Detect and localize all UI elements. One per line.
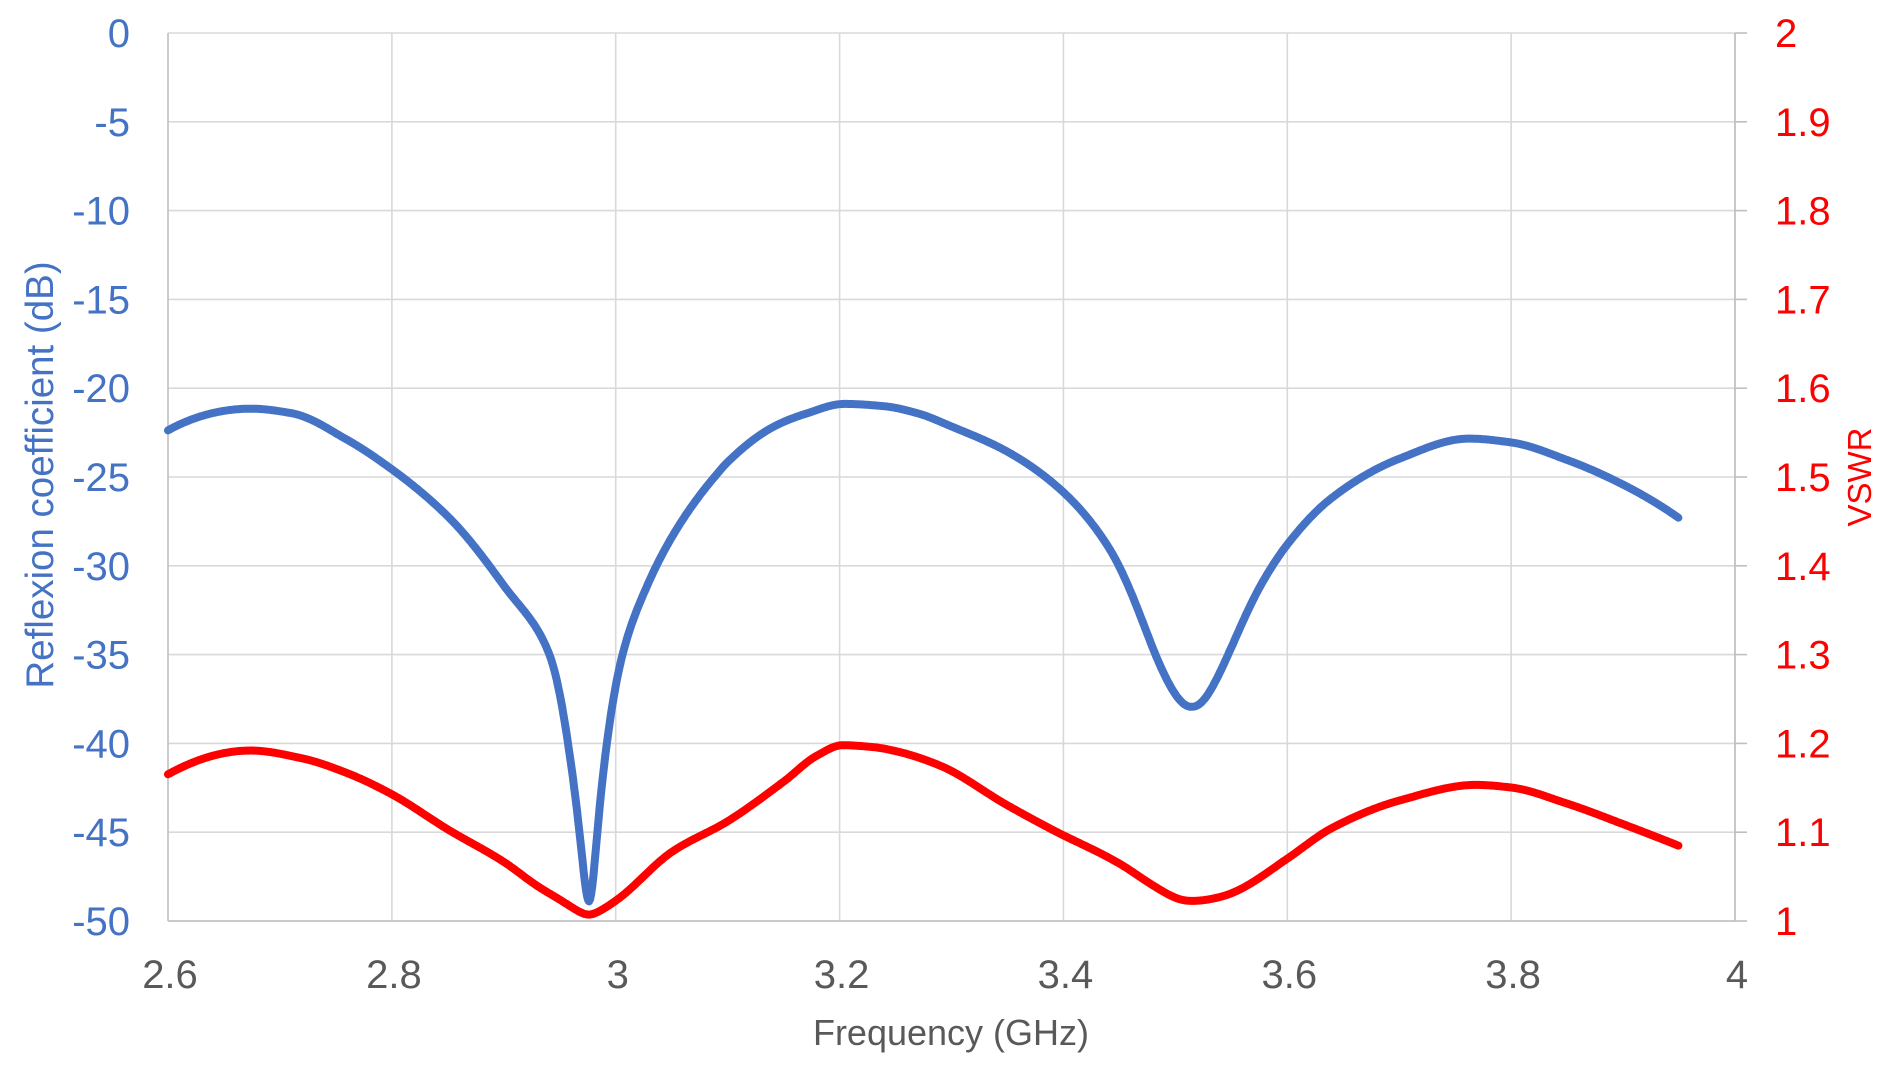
svg-text:-5: -5 — [94, 101, 130, 145]
svg-text:4: 4 — [1726, 953, 1748, 997]
svg-text:3.8: 3.8 — [1485, 953, 1541, 997]
svg-text:-45: -45 — [72, 811, 130, 855]
svg-text:3.6: 3.6 — [1261, 953, 1317, 997]
svg-text:1.7: 1.7 — [1775, 278, 1831, 322]
svg-text:-10: -10 — [72, 190, 130, 234]
svg-text:3.2: 3.2 — [814, 953, 870, 997]
svg-text:1.2: 1.2 — [1775, 722, 1831, 766]
svg-text:3: 3 — [607, 953, 629, 997]
svg-text:-30: -30 — [72, 545, 130, 589]
svg-text:Frequency (GHz): Frequency (GHz) — [813, 1012, 1089, 1053]
svg-text:-35: -35 — [72, 634, 130, 678]
svg-text:1.3: 1.3 — [1775, 634, 1831, 678]
svg-text:-20: -20 — [72, 367, 130, 411]
svg-text:1.6: 1.6 — [1775, 367, 1831, 411]
svg-text:1.5: 1.5 — [1775, 456, 1831, 500]
svg-text:Reflexion coefficient (dB): Reflexion coefficient (dB) — [19, 261, 62, 688]
svg-text:1.4: 1.4 — [1775, 545, 1831, 589]
svg-text:1: 1 — [1775, 900, 1797, 944]
svg-text:0: 0 — [108, 12, 130, 56]
svg-text:3.4: 3.4 — [1038, 953, 1094, 997]
svg-text:-15: -15 — [72, 278, 130, 322]
svg-text:1.8: 1.8 — [1775, 190, 1831, 234]
svg-text:2.6: 2.6 — [142, 953, 198, 997]
svg-text:1.9: 1.9 — [1775, 101, 1831, 145]
svg-text:1.1: 1.1 — [1775, 811, 1831, 855]
svg-text:VSWR: VSWR — [1841, 428, 1878, 527]
svg-text:-40: -40 — [72, 722, 130, 766]
svg-text:-50: -50 — [72, 900, 130, 944]
svg-text:2: 2 — [1775, 12, 1797, 56]
svg-text:-25: -25 — [72, 456, 130, 500]
svg-text:2.8: 2.8 — [366, 953, 422, 997]
